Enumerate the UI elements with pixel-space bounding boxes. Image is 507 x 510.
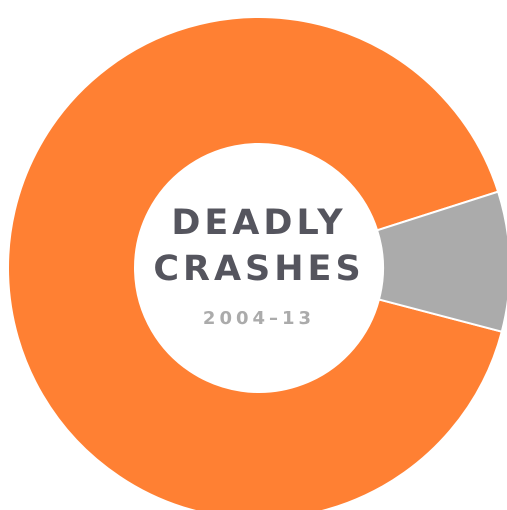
donut-segment xyxy=(7,16,504,510)
chart-subtitle: 2004–13 xyxy=(202,308,316,329)
donut-segment xyxy=(375,190,507,333)
chart-title: DEADLY CRASHES xyxy=(153,203,365,289)
